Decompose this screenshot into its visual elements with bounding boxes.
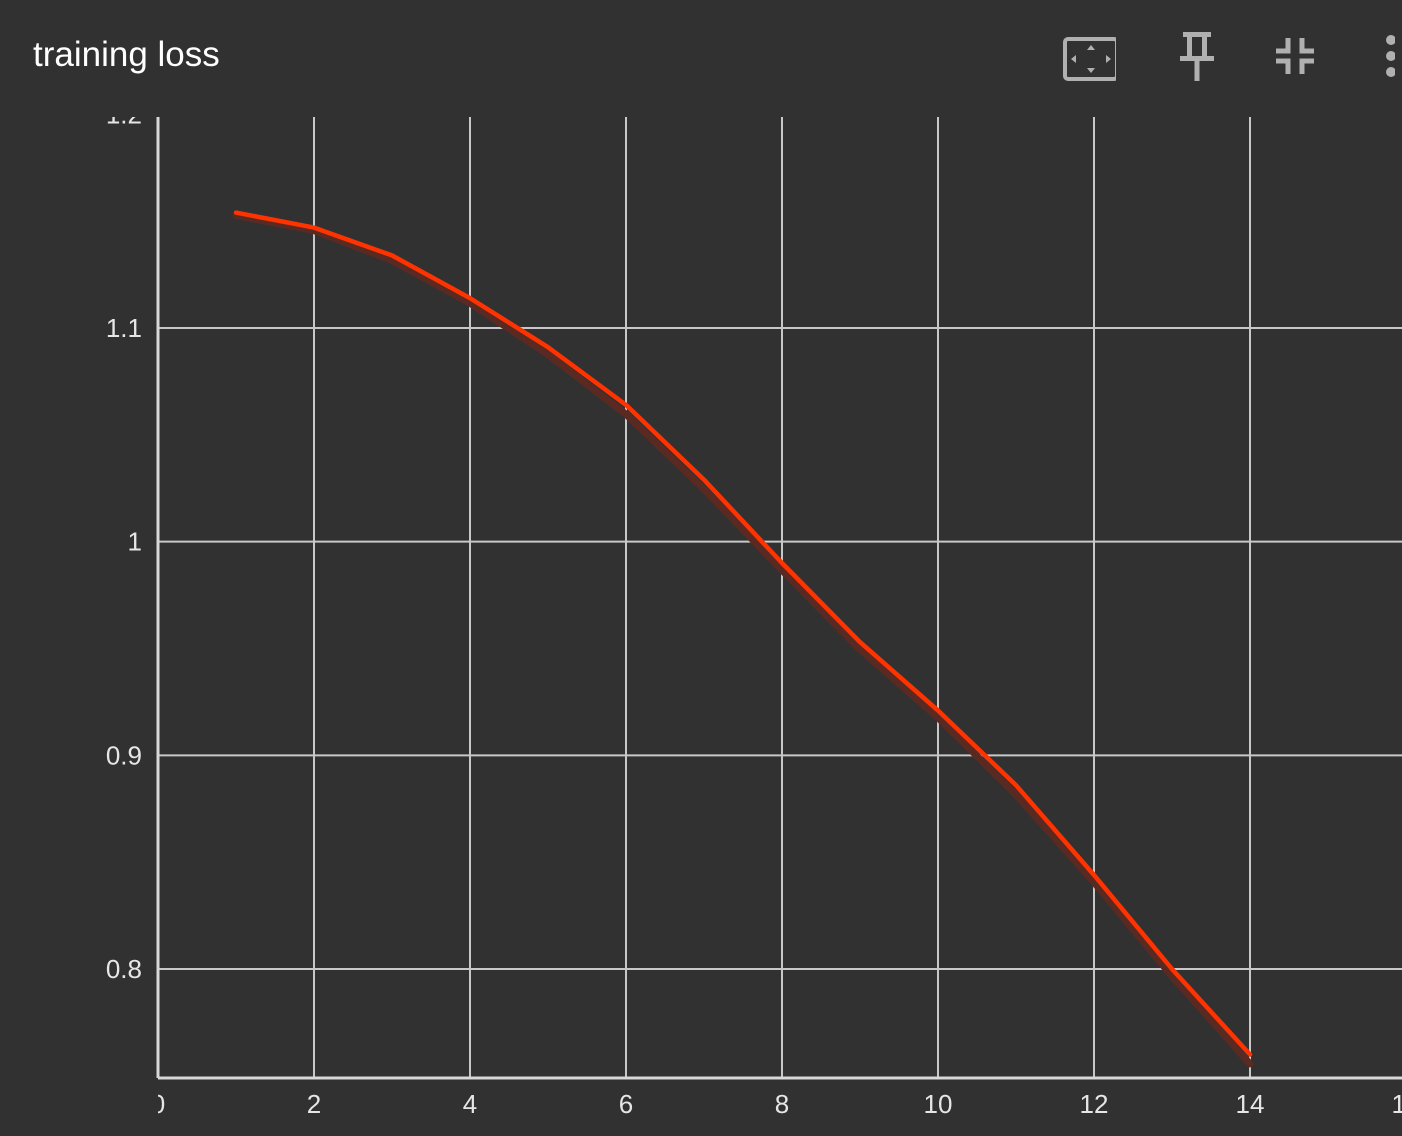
pin-button[interactable] [1160, 26, 1230, 86]
y-tick-label: 1 [128, 527, 142, 557]
collapse-button[interactable] [1260, 26, 1330, 86]
collapse-icon [1276, 38, 1314, 74]
x-tick-label: 10 [924, 1089, 953, 1119]
y-tick-labels: 0.8 0.9 1 1.1 1.2 [106, 99, 142, 984]
fit-domain-icon [1063, 37, 1116, 81]
y-tick-label: 0.9 [106, 740, 142, 770]
x-tick-label: 2 [307, 1089, 321, 1119]
more-actions-button[interactable] [1368, 26, 1402, 86]
raw-series-line[interactable] [232, 212, 1254, 1068]
y-tick-label: 1.1 [106, 313, 142, 343]
fit-domain-button[interactable] [1050, 26, 1122, 86]
x-tick-labels: 0 2 4 6 8 10 12 14 16 [151, 1089, 1402, 1119]
grid-lines [158, 117, 1402, 1078]
x-tick-label: 4 [463, 1089, 477, 1119]
smoothed-series-line[interactable] [233, 210, 1253, 1057]
more-vert-icon [1386, 35, 1395, 77]
x-tick-label: 6 [619, 1089, 633, 1119]
x-tick-label: 0 [151, 1089, 165, 1119]
axes [156, 117, 1402, 1080]
card-toolbar [1050, 26, 1402, 86]
y-tick-label: 1.2 [106, 99, 142, 129]
x-tick-label: 16 [1392, 1089, 1402, 1119]
x-tick-label: 8 [775, 1089, 789, 1119]
x-tick-label: 12 [1080, 1089, 1109, 1119]
pin-icon [1180, 32, 1214, 81]
x-tick-label: 14 [1236, 1089, 1265, 1119]
series-layer [232, 210, 1254, 1068]
y-tick-label: 0.8 [106, 954, 142, 984]
chart-title: training loss [33, 35, 220, 74]
